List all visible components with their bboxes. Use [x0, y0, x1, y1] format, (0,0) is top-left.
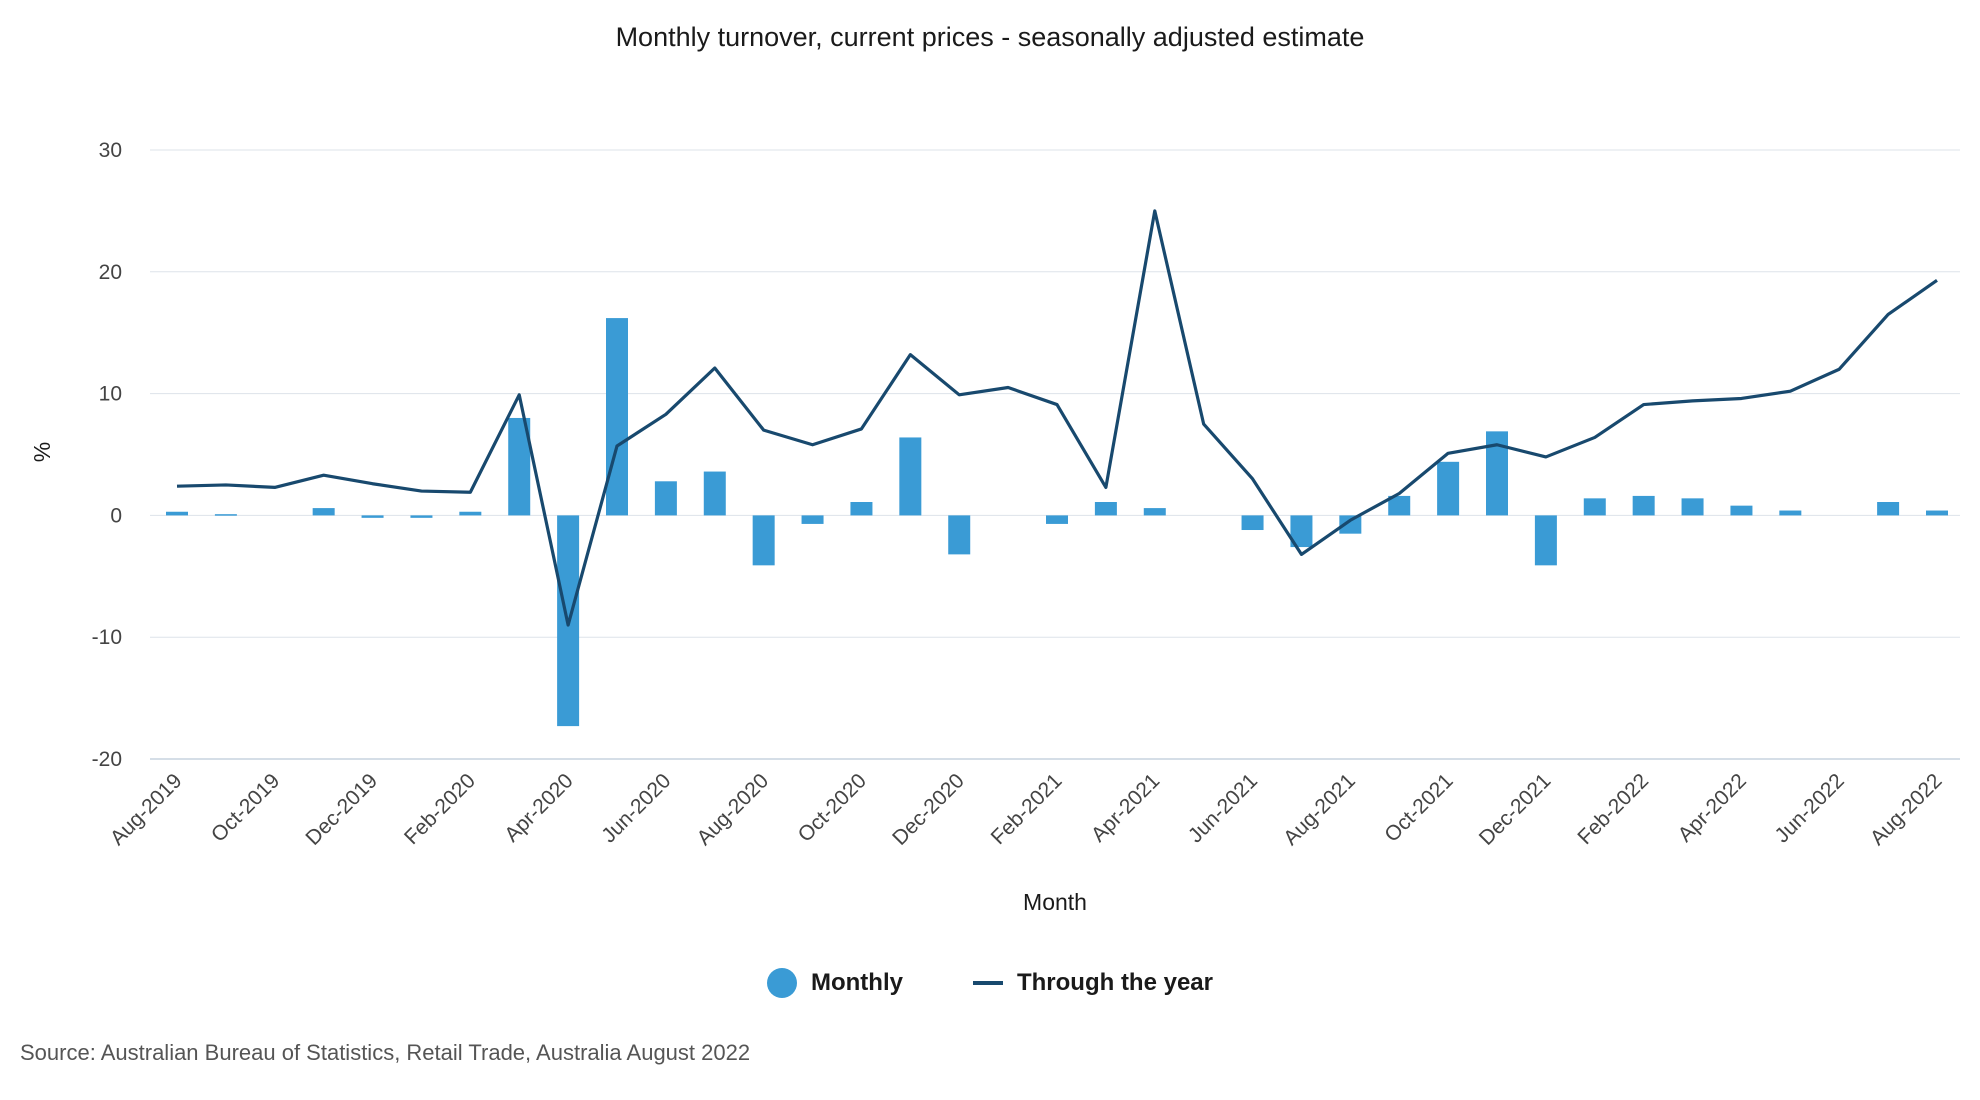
- bar-monthly[interactable]: [1583, 498, 1606, 516]
- y-tick-label: -20: [92, 748, 122, 771]
- x-tick-label: Aug-2022: [1866, 769, 1947, 850]
- bar-monthly[interactable]: [1877, 502, 1900, 516]
- bar-monthly[interactable]: [899, 437, 922, 516]
- x-tick-label: Aug-2019: [106, 769, 187, 850]
- bar-monthly[interactable]: [214, 514, 237, 516]
- bar-monthly[interactable]: [801, 515, 824, 524]
- chart-title: Monthly turnover, current prices - seaso…: [615, 22, 1365, 52]
- bar-monthly[interactable]: [1241, 515, 1264, 531]
- bar-monthly[interactable]: [361, 515, 384, 518]
- x-tick-label: Oct-2020: [794, 769, 871, 846]
- bar-monthly[interactable]: [1046, 515, 1068, 524]
- x-tick-label: Aug-2020: [693, 769, 774, 850]
- x-tick-label: Oct-2019: [207, 769, 284, 846]
- bar-monthly[interactable]: [459, 511, 482, 516]
- bar-monthly[interactable]: [312, 508, 335, 516]
- y-tick-label: 10: [99, 383, 122, 406]
- y-axis-title: %: [29, 442, 55, 462]
- x-tick-label: Dec-2021: [1475, 769, 1556, 850]
- legend: Monthly Through the year: [0, 968, 1980, 998]
- x-axis-ticks: Aug-2019 Oct-2019 Dec-2019 Feb-2020 Apr-2020…: [106, 769, 1947, 850]
- bar-monthly[interactable]: [654, 481, 677, 516]
- legend-monthly-swatch: [766, 968, 797, 998]
- x-tick-label: Jun-2021: [1184, 769, 1262, 847]
- bar-monthly[interactable]: [508, 417, 531, 516]
- y-tick-label: 20: [99, 261, 122, 284]
- bar-monthly[interactable]: [410, 515, 433, 518]
- through-the-year-line: [176, 209, 1938, 627]
- y-axis-ticks: 30 20 10 0 -10 -20: [92, 139, 122, 771]
- x-tick-label: Feb-2021: [987, 769, 1067, 849]
- bar-monthly[interactable]: [1534, 515, 1557, 566]
- x-tick-label: Jun-2020: [597, 769, 675, 847]
- bar-monthly[interactable]: [1681, 498, 1704, 516]
- bar-monthly[interactable]: [1143, 508, 1166, 516]
- bar-monthly[interactable]: [1926, 510, 1948, 516]
- legend-through-the-year-label: Through the year: [1016, 969, 1213, 996]
- x-tick-label: Feb-2020: [400, 769, 480, 849]
- x-tick-label: Dec-2019: [301, 769, 382, 850]
- bar-monthly[interactable]: [703, 471, 726, 516]
- source-note: Source: Australian Bureau of Statistics,…: [20, 1040, 751, 1065]
- y-tick-label: 30: [99, 139, 122, 162]
- bar-monthly[interactable]: [1339, 515, 1362, 534]
- bar-monthly[interactable]: [948, 515, 971, 555]
- bar-monthly[interactable]: [752, 515, 775, 566]
- legend-monthly-label: Monthly: [810, 969, 903, 996]
- bar-monthly[interactable]: [1730, 505, 1753, 516]
- x-tick-label: Dec-2020: [888, 769, 969, 850]
- legend-item-monthly[interactable]: Monthly: [766, 968, 903, 998]
- legend-item-through-the-year[interactable]: Through the year: [972, 969, 1213, 997]
- bar-monthly[interactable]: [1486, 431, 1508, 516]
- x-tick-label: Apr-2021: [1087, 769, 1164, 846]
- y-tick-label: 0: [110, 504, 122, 527]
- bar-monthly[interactable]: [1437, 461, 1460, 516]
- x-tick-label: Oct-2021: [1380, 769, 1457, 846]
- bar-monthly[interactable]: [850, 502, 873, 516]
- x-tick-label: Apr-2022: [1674, 769, 1751, 846]
- line-through-the-year[interactable]: [176, 209, 1938, 627]
- x-tick-label: Apr-2020: [500, 769, 577, 846]
- grid-lines: [150, 149, 1960, 760]
- x-tick-label: Aug-2021: [1279, 769, 1360, 850]
- monthly-bars: [166, 318, 1948, 727]
- bar-monthly[interactable]: [1779, 510, 1802, 516]
- bar-monthly[interactable]: [1290, 515, 1313, 548]
- bar-monthly[interactable]: [1094, 502, 1117, 516]
- bar-monthly[interactable]: [166, 511, 188, 516]
- bar-monthly[interactable]: [1632, 495, 1655, 516]
- x-tick-label: Jun-2022: [1771, 769, 1849, 847]
- x-tick-label: Feb-2022: [1573, 769, 1653, 849]
- x-axis-title: Month: [1023, 889, 1087, 915]
- legend-through-the-year-swatch: [972, 981, 1003, 985]
- y-tick-label: -10: [92, 626, 122, 649]
- bar-monthly[interactable]: [1388, 495, 1411, 516]
- bar-monthly[interactable]: [606, 318, 628, 516]
